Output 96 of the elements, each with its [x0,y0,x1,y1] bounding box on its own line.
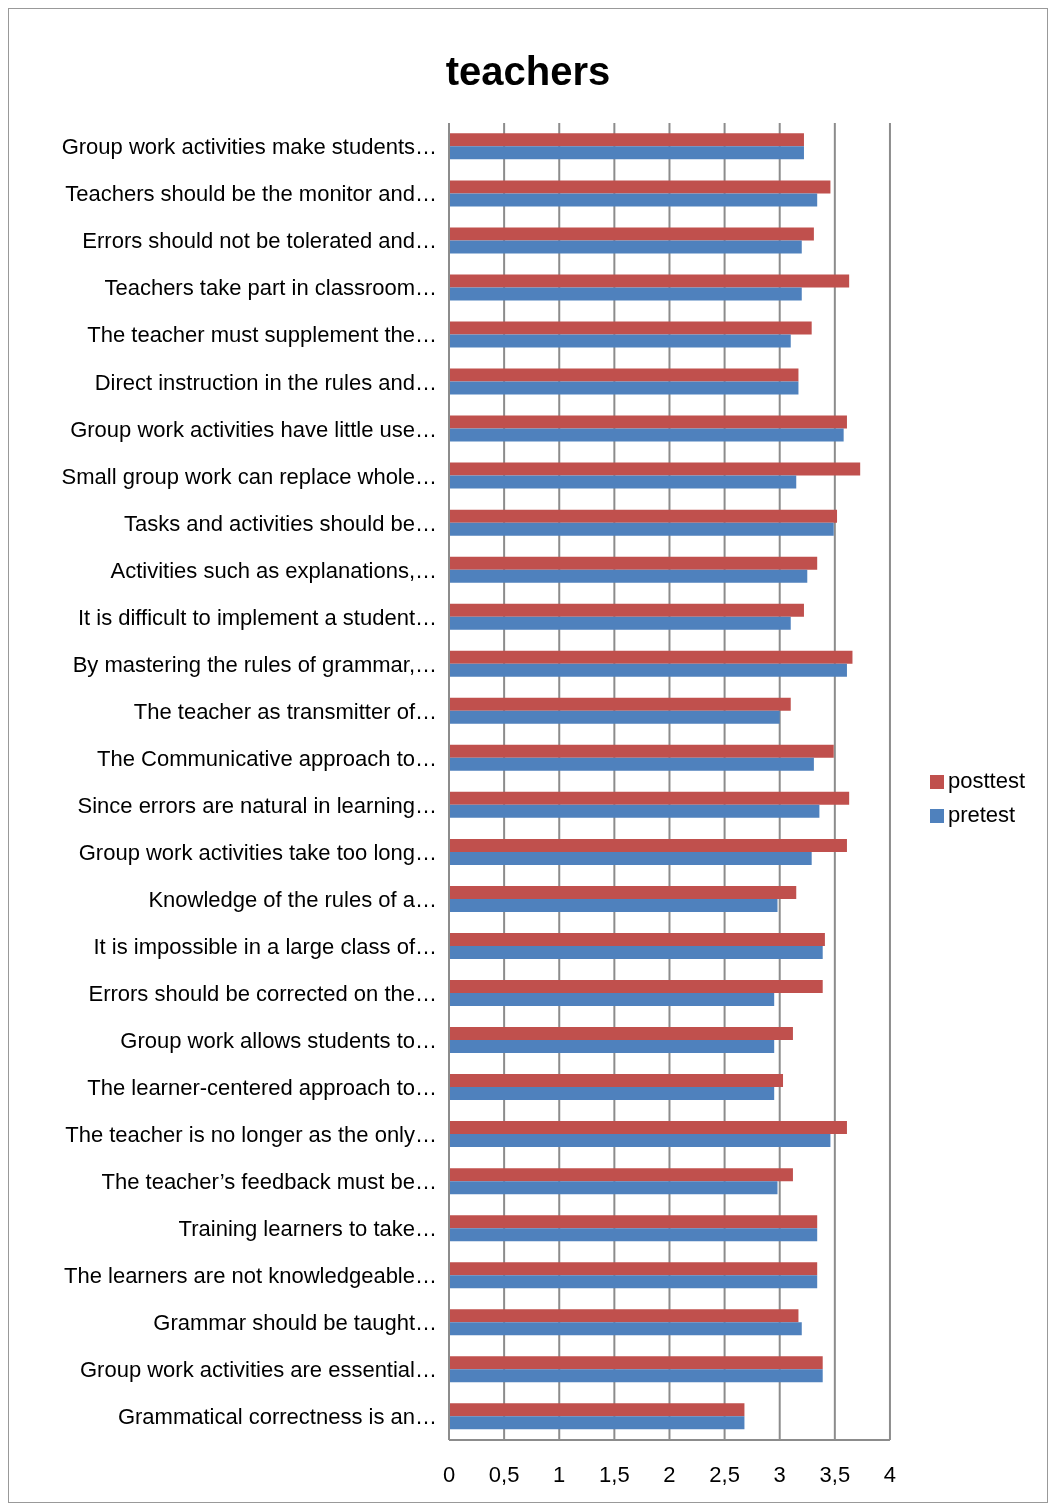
bar [449,227,814,241]
bar [449,475,797,489]
bar [449,603,804,617]
legend-label: posttest [947,767,1025,793]
x-tick-label: 3 [773,1461,786,1487]
bar [449,1356,823,1370]
bar [449,744,834,758]
bar [449,193,818,207]
bar [449,1168,793,1182]
bar [449,1181,778,1195]
y-tick-label: The teacher’s feedback must be… [101,1169,437,1195]
bar [449,509,838,523]
y-tick-label: Tasks and activities should be… [123,510,437,536]
bar [449,1309,799,1323]
bar [449,1403,745,1417]
bar [449,180,831,194]
bar [449,415,847,429]
y-tick-label: Group work activities take too long… [78,839,437,865]
bar [449,710,780,724]
bar [449,381,799,395]
x-tick-label: 0,5 [488,1461,520,1487]
x-tick-label: 1 [553,1461,566,1487]
bar [449,368,799,382]
bar [449,979,823,993]
bar [449,945,823,959]
y-tick-label: The teacher as transmitter of… [133,698,437,724]
bar [449,462,861,476]
bar [449,1074,784,1088]
y-tick-label: Grammar should be taught… [153,1310,437,1336]
y-tick-label: Knowledge of the rules of a… [148,886,437,912]
y-tick-label: The learners are not knowledgeable… [63,1263,437,1289]
bar [449,791,850,805]
y-tick-label: The teacher is no longer as the only… [65,1122,437,1148]
y-tick-label: The Communicative approach to… [97,745,437,771]
x-tick-label: 3,5 [819,1461,851,1487]
y-tick-label: By mastering the rules of grammar,… [72,651,437,677]
y-tick-label: Small group work can replace whole… [61,463,437,489]
bar [449,616,791,630]
bar [449,274,850,288]
y-tick-label: Teachers take part in classroom… [104,275,437,301]
bar [449,898,778,912]
x-tick-label: 1,5 [599,1461,630,1487]
y-tick-label: Group work activities are essential… [79,1357,437,1383]
bar [449,287,802,301]
bar [449,1134,831,1148]
bar [449,697,791,711]
x-tick-label: 2,5 [709,1461,740,1487]
legend-label: pretest [947,801,1016,827]
y-tick-label: Group work activities make students… [61,134,437,160]
bar [449,1275,818,1289]
y-tick-label: It is impossible in a large class of… [93,933,437,959]
bar [449,556,818,570]
x-tick-label: 2 [663,1461,676,1487]
bar [449,1087,775,1101]
bar [449,1121,847,1135]
bar [449,428,844,442]
y-tick-label: Errors should not be tolerated and… [82,228,437,254]
bar [449,804,820,818]
bar [449,663,847,677]
bar [449,146,804,160]
bar [449,1369,823,1383]
y-tick-label: Group work allows students to… [120,1028,437,1054]
y-tick-label: The teacher must supplement the… [87,322,437,348]
y-tick-label: Teachers should be the monitor and… [65,181,437,207]
y-tick-label: Errors should be corrected on the… [88,980,437,1006]
bar [449,885,797,899]
bar [449,1027,793,1041]
y-tick-label: The learner-centered approach to… [87,1075,437,1101]
bar [449,321,812,335]
y-tick-label: Training learners to take… [178,1216,437,1242]
x-tick-label: 4 [883,1461,897,1487]
bar [449,838,847,852]
bar [449,1228,818,1242]
bar [449,1215,818,1229]
bar [449,851,812,865]
y-tick-label: Group work activities have little use… [70,416,437,442]
bar [449,133,804,147]
x-tick-label: 0 [442,1461,456,1487]
bar [449,992,775,1006]
bar [449,1416,745,1430]
bar [449,1040,775,1054]
y-tick-label: Since errors are natural in learning… [77,792,437,818]
y-tick-label: Direct instruction in the rules and… [94,369,437,395]
bar [449,932,825,946]
bar [449,650,853,664]
bar [449,757,814,771]
chart-title: teachers [444,48,612,95]
y-tick-label: Activities such as explanations,… [110,557,437,583]
bar [449,1262,818,1276]
y-tick-label: Grammatical correctness is an… [117,1404,437,1430]
bar [449,522,834,536]
bar [449,334,791,348]
bar [449,240,802,254]
y-tick-label: It is difficult to implement a student… [77,604,437,630]
bar [449,1322,802,1336]
bar [449,569,808,583]
